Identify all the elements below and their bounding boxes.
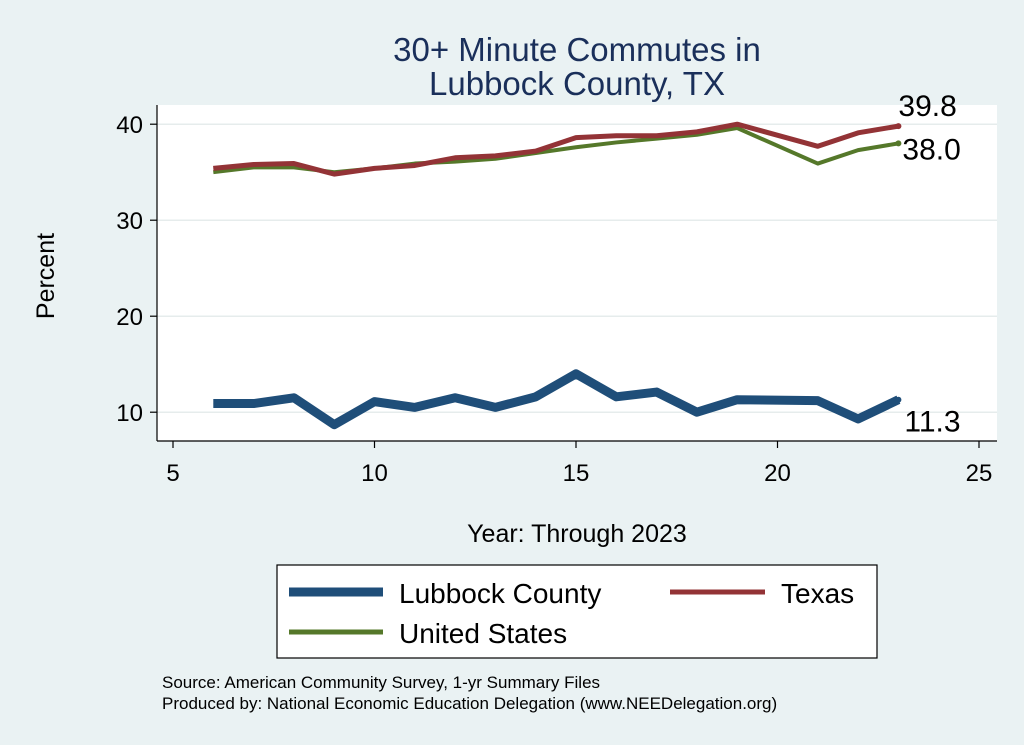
y-tick-label: 40 (116, 112, 143, 139)
legend-label-lubbock-county: Lubbock County (399, 578, 601, 609)
end-marker-united-states (895, 140, 902, 147)
end-marker-lubbock-county (895, 396, 902, 403)
legend-item-united-states: United States (289, 618, 567, 649)
legend-item-texas: Texas (670, 578, 854, 609)
legend-item-lubbock-county: Lubbock County (289, 578, 601, 609)
y-axis-ticks: 10 20 30 40 (116, 112, 157, 427)
end-label-united-states: 38.0 (902, 133, 960, 166)
x-axis-ticks: 5 10 15 20 25 (166, 441, 992, 487)
end-label-lubbock-county: 11.3 (904, 406, 960, 439)
series-group (213, 121, 902, 430)
y-tick-label: 20 (116, 304, 143, 331)
y-axis-title: Percent (32, 233, 60, 319)
y-tick-label: 10 (116, 400, 143, 427)
source-note: Source: American Community Survey, 1-yr … (162, 673, 600, 692)
legend-label-united-states: United States (399, 618, 567, 649)
x-tick-label: 15 (563, 460, 590, 487)
x-tick-label: 10 (361, 460, 388, 487)
x-tick-label: 5 (166, 460, 179, 487)
legend-box (276, 564, 878, 659)
x-tick-label: 25 (966, 460, 993, 487)
y-tick-label: 30 (116, 208, 143, 235)
chart-title-line-1: 30+ Minute Commutes in (393, 31, 761, 68)
plot-area (157, 105, 997, 441)
end-marker-texas (895, 123, 902, 130)
x-tick-label: 20 (764, 460, 791, 487)
gridlines (157, 123, 997, 413)
end-labels: 11.3 38.0 39.8 (898, 90, 960, 439)
x-axis-title: Year: Through 2023 (467, 520, 687, 548)
legend-label-texas: Texas (781, 578, 854, 609)
chart-title-line-2: Lubbock County, TX (429, 65, 725, 102)
producer-note: Produced by: National Economic Education… (162, 694, 777, 713)
end-label-texas: 39.8 (898, 90, 956, 123)
